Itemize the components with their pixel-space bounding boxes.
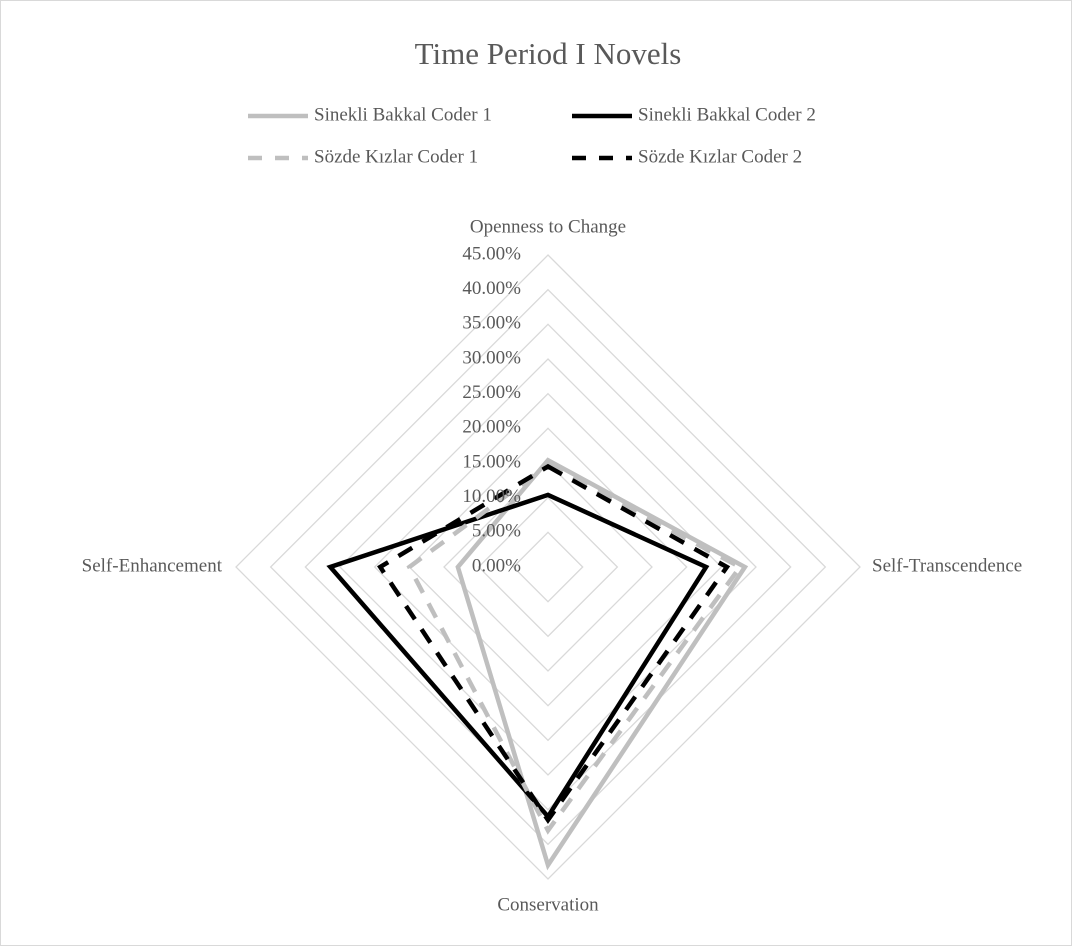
r-tick-label: 15.00% <box>462 451 521 472</box>
category-label: Self-Enhancement <box>82 555 223 576</box>
series-line <box>455 457 749 871</box>
r-tick-label: 45.00% <box>462 243 521 264</box>
legend-label: Sözde Kızlar Coder 1 <box>314 146 478 167</box>
r-tick-label: 10.00% <box>462 486 521 507</box>
r-tick-label: 25.00% <box>462 382 521 403</box>
grid-ring <box>443 462 653 672</box>
category-label: Self-Transcendence <box>872 555 1022 576</box>
grid-ring <box>512 531 584 603</box>
grid-ring <box>269 288 827 846</box>
legend-label: Sözde Kızlar Coder 2 <box>638 146 802 167</box>
r-tick-label: 20.00% <box>462 417 521 438</box>
r-tick-label: 0.00% <box>472 555 521 576</box>
legend-label: Sinekli Bakkal Coder 1 <box>314 104 492 125</box>
series-line <box>377 463 731 825</box>
legend-label: Sinekli Bakkal Coder 2 <box>638 104 816 125</box>
grid-ring <box>477 496 619 638</box>
grid-ring <box>373 392 723 742</box>
r-tick-label: 40.00% <box>462 278 521 299</box>
grid-ring <box>304 323 792 811</box>
grid-ring <box>235 254 861 880</box>
r-tick-label: 5.00% <box>472 521 521 542</box>
grid-ring <box>339 358 757 776</box>
r-tick-label: 35.00% <box>462 313 521 334</box>
chart-title: Time Period I Novels <box>415 36 682 71</box>
series-line <box>406 462 744 835</box>
r-tick-label: 30.00% <box>462 347 521 368</box>
category-label: Openness to Change <box>470 216 626 237</box>
category-label: Conservation <box>497 894 599 915</box>
